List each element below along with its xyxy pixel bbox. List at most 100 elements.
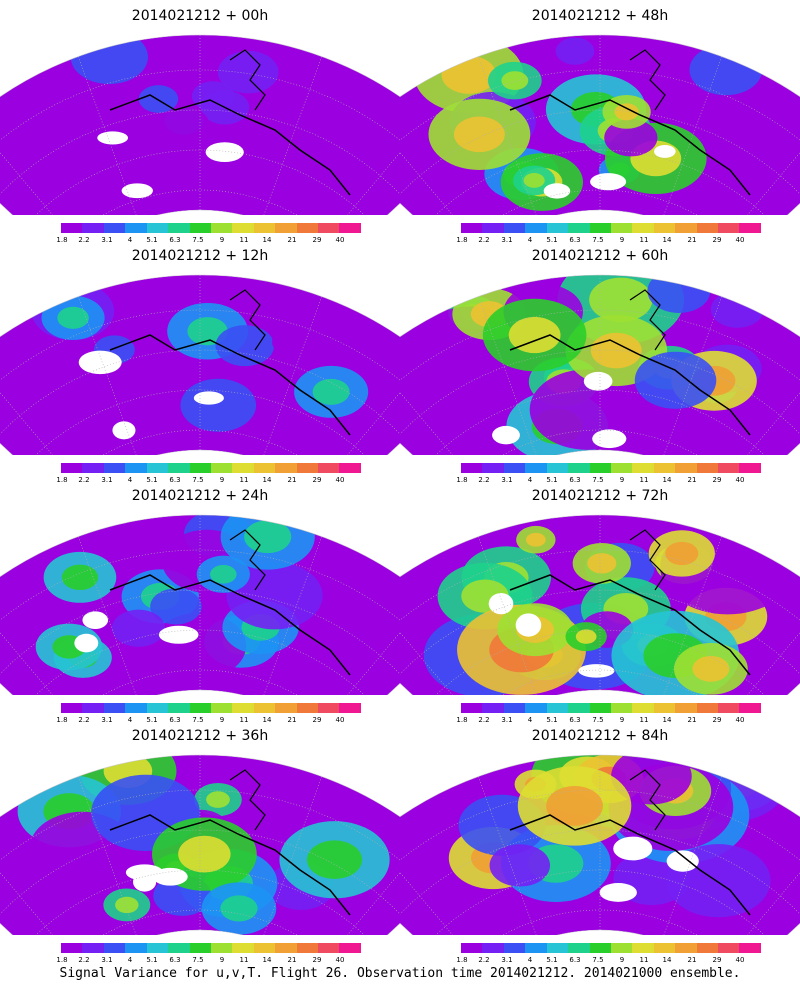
colorbar-tick-label: 11 — [639, 716, 649, 724]
colorbar-swatch — [653, 463, 676, 473]
colorbar-tick-label: 29 — [312, 476, 322, 484]
colorbar-swatch — [125, 463, 147, 473]
colorbar-tick-label: 6.3 — [169, 476, 181, 484]
colorbar-swatch — [718, 703, 740, 713]
colorbar-ticks: 1.8 2.2 3.1 4 5.1 6.3 7.5 9 11 14 21 29 40 — [56, 716, 368, 726]
colorbar-tick-label: 2.2 — [78, 476, 90, 484]
colorbar-swatch — [168, 943, 190, 953]
colorbar-swatch — [253, 463, 276, 473]
colorbar-tick-label: 7.5 — [592, 716, 604, 724]
colorbar-tick-label: 5.1 — [546, 476, 558, 484]
colorbar-tick-label: 11 — [239, 476, 249, 484]
colorbar-swatch — [696, 223, 719, 233]
colorbar-swatch — [546, 943, 569, 953]
colorbar-tick-label: 29 — [712, 476, 722, 484]
colorbar-tick-label: 2.2 — [78, 236, 90, 244]
colorbar-swatch — [525, 223, 547, 233]
colorbar-swatch — [546, 223, 569, 233]
panel-title: 2014021212 + 12h — [131, 248, 269, 264]
variance-map — [0, 34, 400, 215]
colorbar-tick-label: 2.2 — [78, 956, 90, 964]
colorbar-tick-label: 3.1 — [501, 476, 513, 484]
colorbar-tick-label: 40 — [735, 236, 745, 244]
colorbar-tick-label: 21 — [687, 236, 697, 244]
colorbar-swatch — [675, 943, 697, 953]
colorbar — [461, 703, 761, 713]
colorbar-tick-label: 4 — [527, 476, 533, 484]
colorbar-swatch — [503, 223, 526, 233]
variance-map — [400, 514, 800, 695]
colorbar-swatch — [168, 703, 190, 713]
colorbar-swatch — [125, 943, 147, 953]
colorbar-tick-label: 14 — [262, 476, 272, 484]
colorbar-tick-label: 7.5 — [192, 716, 204, 724]
colorbar-swatch — [461, 703, 483, 713]
figure-caption: Signal Variance for u,v,T. Flight 26. Ob… — [59, 966, 741, 981]
colorbar-swatch — [82, 703, 104, 713]
colorbar-swatch — [461, 463, 483, 473]
colorbar-swatch — [189, 703, 211, 713]
colorbar-tick-label: 2.2 — [478, 476, 490, 484]
colorbar-swatch — [632, 223, 654, 233]
colorbar-swatch — [125, 223, 147, 233]
colorbar-swatch — [739, 943, 761, 953]
colorbar-tick-label: 1.8 — [56, 236, 68, 244]
colorbar-swatch — [696, 943, 719, 953]
colorbar-swatch — [739, 463, 761, 473]
colorbar-tick-label: 2.2 — [478, 236, 490, 244]
colorbar-swatch — [461, 943, 483, 953]
colorbar-tick-label: 6.3 — [169, 956, 181, 964]
colorbar-swatch — [339, 703, 361, 713]
colorbar-swatch — [275, 223, 297, 233]
colorbar-tick-label: 40 — [335, 476, 345, 484]
colorbar-tick-label: 6.3 — [569, 716, 581, 724]
colorbar-swatch — [589, 223, 611, 233]
colorbar-tick-label: 7.5 — [592, 236, 604, 244]
colorbar-tick-label: 14 — [662, 716, 672, 724]
colorbar-ticks: 1.8 2.2 3.1 4 5.1 6.3 7.5 9 11 14 21 29 40 — [456, 956, 768, 966]
colorbar-tick-label: 9 — [219, 956, 225, 964]
colorbar-swatch — [61, 703, 83, 713]
colorbar-tick-label: 40 — [335, 956, 345, 964]
colorbar-ticks: 1.8 2.2 3.1 4 5.1 6.3 7.5 9 11 14 21 29 40 — [56, 236, 368, 246]
panel-title: 2014021212 + 00h — [131, 8, 269, 24]
colorbar-tick-label: 5.1 — [546, 956, 558, 964]
colorbar-swatch — [525, 463, 547, 473]
colorbar-tick-label: 3.1 — [101, 716, 113, 724]
colorbar-tick-label: 5.1 — [146, 476, 158, 484]
colorbar-tick-label: 4 — [527, 236, 533, 244]
colorbar-swatch — [632, 943, 654, 953]
colorbar-tick-label: 9 — [219, 236, 225, 244]
colorbar-swatch — [103, 943, 126, 953]
colorbar-swatch — [632, 463, 654, 473]
colorbar — [461, 943, 761, 953]
colorbar-swatch — [739, 703, 761, 713]
colorbar-swatch — [189, 223, 211, 233]
colorbar-swatch — [168, 223, 190, 233]
colorbar-swatch — [718, 463, 740, 473]
colorbar-tick-label: 11 — [239, 716, 249, 724]
colorbar-tick-label: 7.5 — [592, 476, 604, 484]
colorbar-tick-label: 7.5 — [592, 956, 604, 964]
colorbar-tick-label: 3.1 — [501, 716, 513, 724]
variance-map — [400, 34, 800, 215]
colorbar-tick-label: 14 — [662, 236, 672, 244]
colorbar-tick-label: 6.3 — [569, 956, 581, 964]
colorbar-tick-label: 21 — [287, 236, 297, 244]
colorbar-swatch — [189, 463, 211, 473]
colorbar-swatch — [210, 943, 233, 953]
variance-map — [0, 514, 400, 695]
colorbar-tick-label: 21 — [687, 956, 697, 964]
colorbar-tick-label: 1.8 — [456, 236, 468, 244]
colorbar-tick-label: 4 — [127, 956, 133, 964]
colorbar-swatch — [675, 223, 697, 233]
colorbar-tick-label: 29 — [712, 956, 722, 964]
colorbar-tick-label: 2.2 — [478, 956, 490, 964]
colorbar-swatch — [125, 703, 147, 713]
colorbar-swatch — [339, 943, 361, 953]
colorbar-swatch — [610, 943, 633, 953]
colorbar — [61, 943, 361, 953]
colorbar-swatch — [253, 943, 276, 953]
colorbar-tick-label: 9 — [219, 476, 225, 484]
colorbar-tick-label: 3.1 — [501, 956, 513, 964]
